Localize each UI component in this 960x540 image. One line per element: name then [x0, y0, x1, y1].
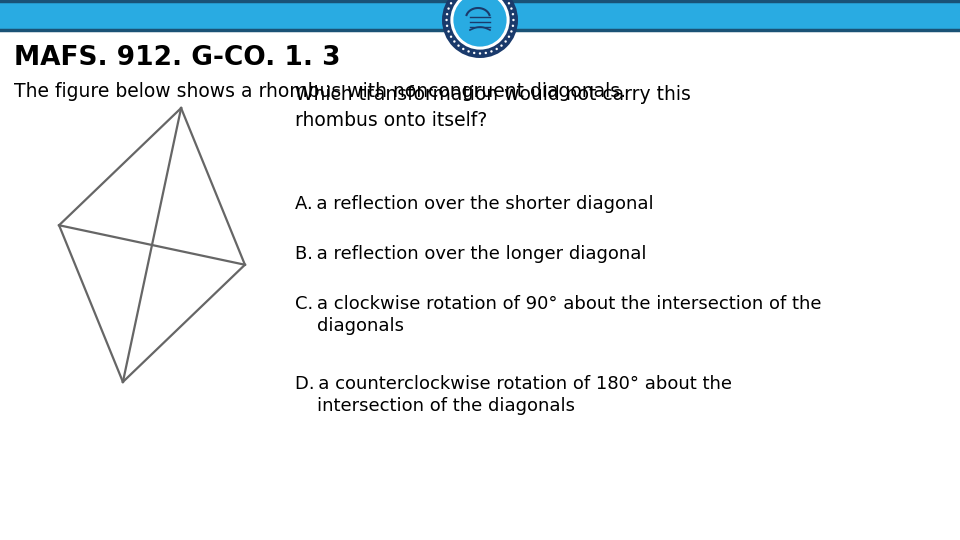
Text: MAFS. 912. G-CO. 1. 3: MAFS. 912. G-CO. 1. 3: [14, 45, 341, 71]
Circle shape: [453, 40, 456, 43]
Circle shape: [445, 13, 448, 16]
Circle shape: [462, 48, 465, 50]
Text: intersection of the diagonals: intersection of the diagonals: [317, 397, 575, 415]
Circle shape: [512, 13, 515, 16]
Circle shape: [479, 52, 481, 55]
Circle shape: [450, 36, 452, 38]
Circle shape: [450, 0, 510, 50]
Circle shape: [491, 50, 492, 52]
Circle shape: [510, 8, 513, 10]
Text: A. a reflection over the shorter diagonal: A. a reflection over the shorter diagona…: [295, 195, 654, 213]
Circle shape: [485, 52, 487, 54]
Text: C. a clockwise rotation of 90° about the intersection of the: C. a clockwise rotation of 90° about the…: [295, 295, 822, 313]
Circle shape: [457, 44, 460, 47]
Text: The figure below shows a rhombus with noncongruent diagonals.: The figure below shows a rhombus with no…: [14, 82, 626, 101]
Circle shape: [510, 30, 513, 32]
Circle shape: [447, 8, 450, 10]
Circle shape: [508, 36, 510, 38]
Bar: [0, 0, 960, 30]
Circle shape: [495, 48, 498, 50]
Circle shape: [445, 25, 448, 27]
Text: B. a reflection over the longer diagonal: B. a reflection over the longer diagonal: [295, 245, 646, 263]
Circle shape: [504, 40, 507, 43]
Circle shape: [500, 44, 503, 47]
Circle shape: [512, 25, 515, 27]
Circle shape: [513, 19, 515, 21]
Circle shape: [445, 19, 447, 21]
Circle shape: [453, 0, 507, 46]
Circle shape: [468, 50, 469, 52]
Circle shape: [442, 0, 518, 58]
Text: Which transformation would not carry this
rhombus onto itself?: Which transformation would not carry thi…: [295, 85, 691, 131]
Circle shape: [450, 2, 452, 4]
Text: diagonals: diagonals: [317, 317, 404, 335]
Circle shape: [473, 52, 475, 54]
Circle shape: [508, 2, 510, 4]
Circle shape: [447, 30, 450, 32]
Text: D. a counterclockwise rotation of 180° about the: D. a counterclockwise rotation of 180° a…: [295, 375, 732, 393]
